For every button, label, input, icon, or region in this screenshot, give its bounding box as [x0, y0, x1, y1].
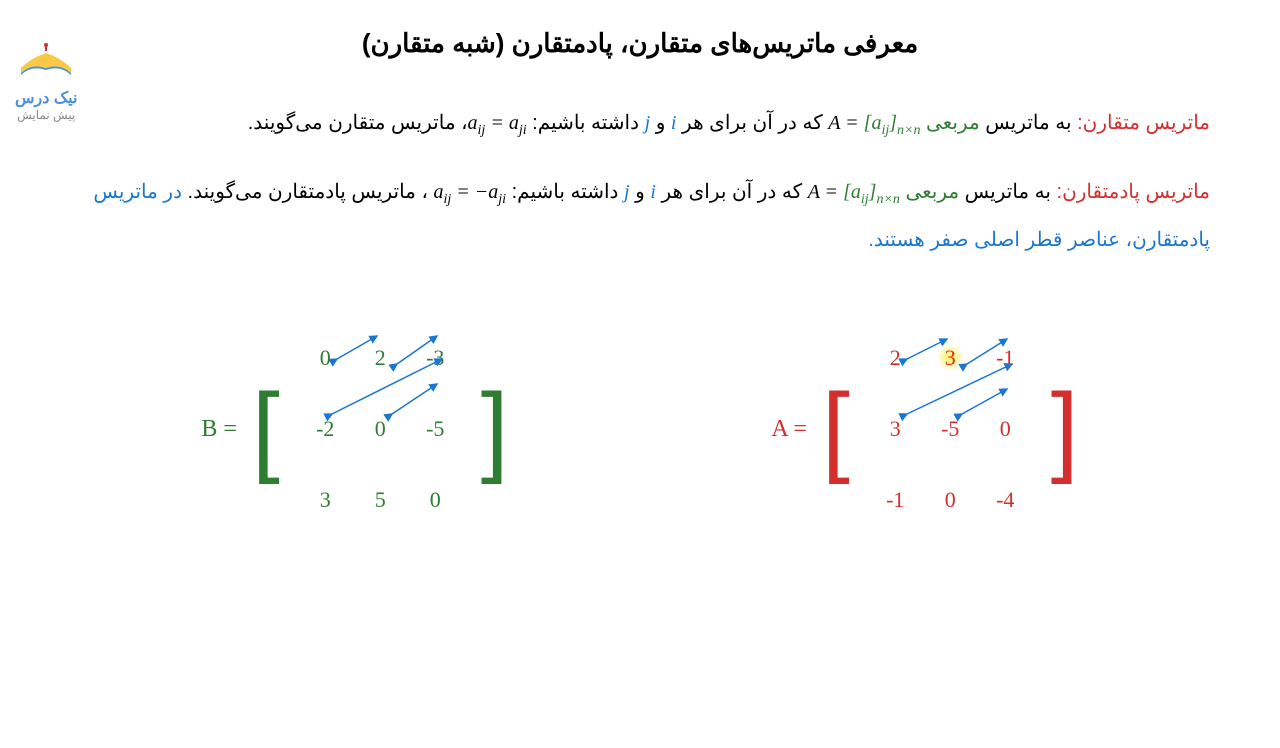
matrix-cell: -1	[990, 332, 1020, 385]
matrix-cell: 0	[310, 332, 340, 385]
matrix-cell: 2	[365, 332, 395, 385]
matrix-cell: 0	[990, 403, 1020, 456]
matrix-cell: 2	[880, 332, 910, 385]
logo: نیک درس پیش نمایش	[15, 43, 77, 122]
matrix-cell: -2	[310, 403, 340, 456]
bracket-icon: [	[252, 379, 280, 479]
page-title: معرفی ماتریس‌های متقارن، پادمتقارن (شبه …	[0, 28, 1280, 59]
bracket-icon: ]	[1051, 379, 1079, 479]
matrix-cell: -1	[880, 474, 910, 527]
matrix-a-body: [ 23-13-50-10-4 ]	[822, 314, 1079, 544]
matrix-cell: 3	[935, 332, 965, 385]
matrix-examples: A = [ 23-13-50-10-4 ] B = [ 02-3-20-5350…	[70, 314, 1210, 544]
matrix-cell: -4	[990, 474, 1020, 527]
matrix-cell: 0	[420, 474, 450, 527]
matrix-a-label: A =	[771, 401, 807, 459]
skew-symmetric-definition: ماتریس پادمتقارن: به ماتریس مربعی A = [a…	[70, 168, 1210, 265]
bracket-icon: ]	[481, 379, 509, 479]
matrix-a: A = [ 23-13-50-10-4 ]	[771, 314, 1078, 544]
book-icon	[16, 43, 76, 83]
matrix-cell: 3	[880, 403, 910, 456]
term-skew: ماتریس پادمتقارن:	[1057, 181, 1210, 203]
term-symmetric: ماتریس متقارن:	[1077, 112, 1210, 134]
matrix-cell: -5	[935, 403, 965, 456]
matrix-b: B = [ 02-3-20-5350 ]	[201, 314, 508, 544]
matrix-cell: 3	[310, 474, 340, 527]
bracket-icon: [	[822, 379, 850, 479]
matrix-cell: -5	[420, 403, 450, 456]
matrix-cell: 0	[365, 403, 395, 456]
matrix-b-label: B =	[201, 401, 237, 459]
matrix-cell: 5	[365, 474, 395, 527]
matrix-cell: -3	[420, 332, 450, 385]
logo-subtitle: پیش نمایش	[15, 108, 77, 122]
symmetric-definition: ماتریس متقارن: به ماتریس مربعی A = [aij]…	[70, 99, 1210, 148]
matrix-b-body: [ 02-3-20-5350 ]	[252, 314, 509, 544]
matrix-b-grid: 02-3-20-5350	[285, 314, 475, 544]
matrix-cell: 0	[935, 474, 965, 527]
logo-title: نیک درس	[15, 88, 77, 108]
matrix-a-grid: 23-13-50-10-4	[855, 314, 1045, 544]
content-body: ماتریس متقارن: به ماتریس مربعی A = [aij]…	[70, 99, 1210, 545]
